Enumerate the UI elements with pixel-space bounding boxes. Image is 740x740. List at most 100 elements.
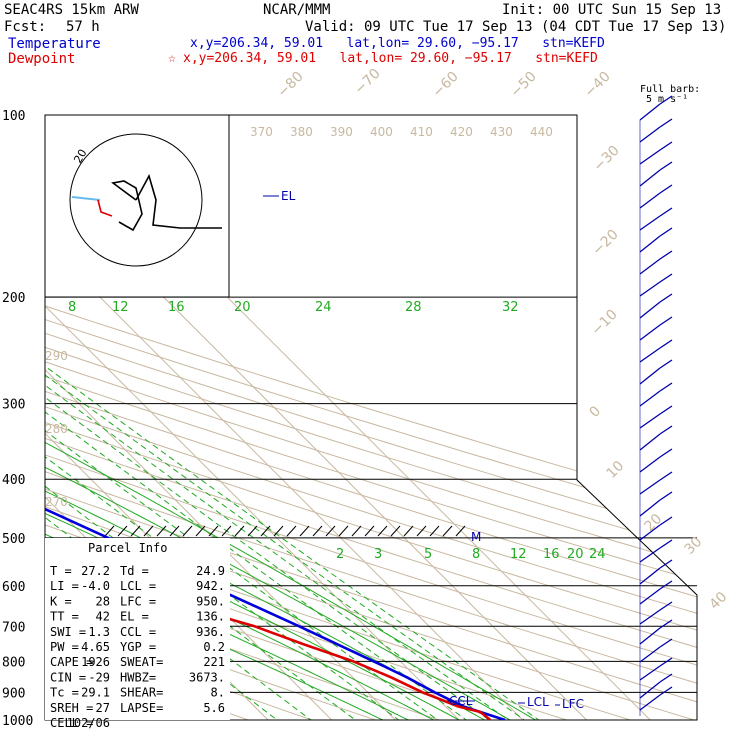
- parcel-box: [45, 538, 230, 720]
- parcel-key: TT =: [50, 610, 79, 624]
- series-dewpoint-line: [45, 573, 492, 720]
- wind-barb: [639, 448, 673, 473]
- parcel-key: SREH =: [50, 701, 93, 715]
- hatch-mark: [403, 525, 414, 537]
- annotation-lcl: LCL: [527, 695, 549, 709]
- annotations: EL M CCL LCL LFC: [263, 189, 584, 711]
- temperature-legend-label: Temperature: [8, 36, 101, 52]
- parcel-key: K =: [50, 594, 72, 608]
- wind-barb: [639, 293, 673, 319]
- wind-barb: [639, 601, 673, 625]
- hatch-mark: [351, 525, 362, 537]
- wind-barb: [639, 516, 673, 541]
- hatch-mark: [260, 525, 271, 537]
- isotherm-label: −40: [582, 69, 614, 101]
- isotherm-label: −60: [430, 69, 462, 101]
- dry-adiabat-line: [45, 115, 697, 720]
- hatch-mark: [143, 525, 154, 537]
- wind-barb: [639, 250, 673, 275]
- theta-left-label: 270: [45, 495, 68, 509]
- isotherm-label: −20: [590, 227, 622, 259]
- parcel-key: CELL =: [50, 716, 93, 730]
- barb-legend-units: 5 m s⁻¹: [646, 94, 689, 105]
- parcel-value: 29.1: [81, 686, 110, 700]
- mixing-ratio-label: 12: [510, 547, 527, 562]
- hatch-mark: [325, 525, 336, 537]
- mixing-ratio-label: 20: [234, 300, 251, 315]
- dewpoint-marker-icon: ☆: [168, 51, 176, 66]
- parcel-value: 102/06: [67, 716, 110, 730]
- parcel-value: 221: [203, 655, 225, 669]
- dry-adiabat-line: [45, 115, 697, 720]
- parcel-value: 1926: [81, 655, 110, 669]
- hatch-mark: [130, 525, 141, 537]
- parcel-key: LI =: [50, 579, 79, 593]
- parcel-key: LAPSE=: [120, 701, 163, 715]
- wind-barb: [639, 207, 673, 231]
- parcel-value: -4.0: [81, 579, 110, 593]
- parcel-value: 942.: [196, 579, 225, 593]
- wind-barb: [639, 638, 673, 663]
- hatch-mark: [286, 525, 297, 537]
- profiles: [45, 507, 506, 720]
- parcel-key: Tc =: [50, 686, 79, 700]
- hatch-mark: [182, 525, 193, 537]
- parcel-info-panel: Parcel Info T = 27.2 Td = 24.9 LI = -4.0 LCL = 9…: [45, 538, 230, 730]
- org-name: NCAR/MMM: [263, 2, 331, 18]
- mixing-ratio-label: 24: [589, 547, 606, 562]
- wind-barb: [639, 539, 673, 563]
- isotherm-label: −70: [352, 66, 384, 98]
- pressure-tick-label: 400: [2, 473, 25, 488]
- hatch-mark: [156, 525, 167, 537]
- isotherm-label: 10: [604, 458, 628, 482]
- parcel-value: 1.3: [88, 625, 110, 639]
- hatch-mark: [364, 525, 375, 537]
- barb-legend-title: Full barb:: [640, 84, 701, 95]
- wind-barb: [639, 184, 673, 209]
- pressure-tick-label: 100: [2, 109, 25, 124]
- pressure-tick-label: 800: [2, 655, 25, 670]
- hatch-mark: [104, 525, 115, 537]
- dry-adiabat-line: [45, 115, 697, 720]
- parcel-value: -29: [88, 670, 110, 684]
- parcel-key: PW =: [50, 640, 79, 654]
- hodograph-low-level: [97, 199, 113, 217]
- wind-barb: [639, 339, 673, 363]
- wind-barb: [639, 673, 673, 699]
- isotherm-line: [45, 115, 396, 720]
- isotherm-label: −30: [591, 143, 623, 175]
- dewpoint-legend-label: Dewpoint: [8, 51, 76, 67]
- mixing-ratio-line: [45, 296, 399, 720]
- wind-barb: [639, 657, 673, 681]
- annotation-el: EL: [281, 189, 296, 203]
- parcel-value: 0.2: [203, 640, 225, 654]
- hatch-mark: [247, 525, 258, 537]
- parcel-key: CIN =: [50, 670, 86, 684]
- pressure-tick-label: 700: [2, 620, 25, 635]
- pressure-tick-label: 600: [2, 580, 25, 595]
- hodograph-ring: [69, 133, 203, 267]
- hatch-mark: [390, 525, 401, 537]
- parcel-key: CAPE =: [50, 655, 93, 669]
- dry-adiabat-line: [45, 115, 697, 720]
- parcel-value: 8.: [211, 686, 225, 700]
- pressure-tick-label: 200: [2, 291, 25, 306]
- parcel-key: YGP =: [120, 640, 156, 654]
- wind-barb: [639, 471, 673, 495]
- wind-barbs: [639, 95, 673, 716]
- init-time: Init: 00 UTC Sun 15 Sep 13: [502, 2, 722, 18]
- theta-label: 370: [250, 125, 273, 139]
- theta-label: 420: [450, 125, 473, 139]
- wind-barb: [639, 686, 673, 711]
- isotherm-label: −10: [589, 307, 621, 339]
- wind-barb: [639, 141, 673, 165]
- wind-barb: [639, 118, 673, 143]
- hatch-mark: [377, 525, 388, 537]
- hodograph-ring-label: 20: [71, 147, 89, 166]
- mixing-ratio-label: 2: [336, 547, 344, 562]
- annotation-m: M: [471, 530, 481, 544]
- parcel-key: Td =: [120, 564, 149, 578]
- parcel-key: SHEAR=: [120, 686, 163, 700]
- parcel-key: T =: [50, 564, 72, 578]
